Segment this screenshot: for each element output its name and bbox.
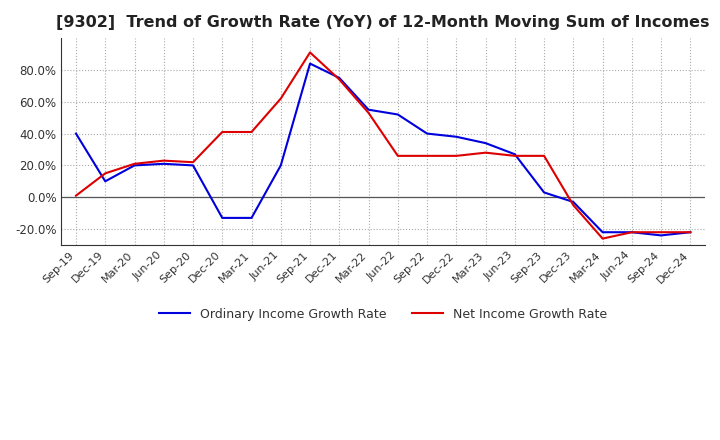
Ordinary Income Growth Rate	[159, 161, 168, 166]
Net Income Growth Rate	[72, 193, 81, 198]
Net Income Growth Rate	[394, 153, 402, 158]
Net Income Growth Rate	[276, 96, 285, 101]
Net Income Growth Rate	[452, 153, 461, 158]
Ordinary Income Growth Rate	[686, 230, 695, 235]
Net Income Growth Rate	[657, 230, 665, 235]
Net Income Growth Rate	[569, 202, 577, 208]
Net Income Growth Rate	[481, 150, 490, 155]
Ordinary Income Growth Rate	[72, 131, 81, 136]
Ordinary Income Growth Rate	[130, 163, 139, 168]
Ordinary Income Growth Rate	[364, 107, 373, 112]
Net Income Growth Rate	[247, 129, 256, 135]
Ordinary Income Growth Rate	[657, 233, 665, 238]
Net Income Growth Rate	[686, 230, 695, 235]
Net Income Growth Rate	[189, 160, 197, 165]
Ordinary Income Growth Rate	[540, 190, 549, 195]
Net Income Growth Rate	[218, 129, 227, 135]
Line: Net Income Growth Rate: Net Income Growth Rate	[76, 52, 690, 238]
Ordinary Income Growth Rate	[452, 134, 461, 139]
Ordinary Income Growth Rate	[335, 75, 343, 81]
Legend: Ordinary Income Growth Rate, Net Income Growth Rate: Ordinary Income Growth Rate, Net Income …	[154, 303, 612, 326]
Net Income Growth Rate	[101, 171, 109, 176]
Ordinary Income Growth Rate	[423, 131, 431, 136]
Ordinary Income Growth Rate	[189, 163, 197, 168]
Net Income Growth Rate	[423, 153, 431, 158]
Ordinary Income Growth Rate	[276, 163, 285, 168]
Ordinary Income Growth Rate	[598, 230, 607, 235]
Ordinary Income Growth Rate	[510, 152, 519, 157]
Ordinary Income Growth Rate	[218, 215, 227, 220]
Net Income Growth Rate	[510, 153, 519, 158]
Net Income Growth Rate	[598, 236, 607, 241]
Net Income Growth Rate	[306, 50, 315, 55]
Ordinary Income Growth Rate	[628, 230, 636, 235]
Net Income Growth Rate	[335, 77, 343, 82]
Title: [9302]  Trend of Growth Rate (YoY) of 12-Month Moving Sum of Incomes: [9302] Trend of Growth Rate (YoY) of 12-…	[56, 15, 710, 30]
Net Income Growth Rate	[159, 158, 168, 163]
Ordinary Income Growth Rate	[101, 179, 109, 184]
Ordinary Income Growth Rate	[481, 140, 490, 146]
Ordinary Income Growth Rate	[569, 199, 577, 205]
Ordinary Income Growth Rate	[306, 61, 315, 66]
Line: Ordinary Income Growth Rate: Ordinary Income Growth Rate	[76, 63, 690, 235]
Ordinary Income Growth Rate	[247, 215, 256, 220]
Net Income Growth Rate	[540, 153, 549, 158]
Ordinary Income Growth Rate	[394, 112, 402, 117]
Net Income Growth Rate	[628, 230, 636, 235]
Net Income Growth Rate	[130, 161, 139, 166]
Net Income Growth Rate	[364, 110, 373, 116]
